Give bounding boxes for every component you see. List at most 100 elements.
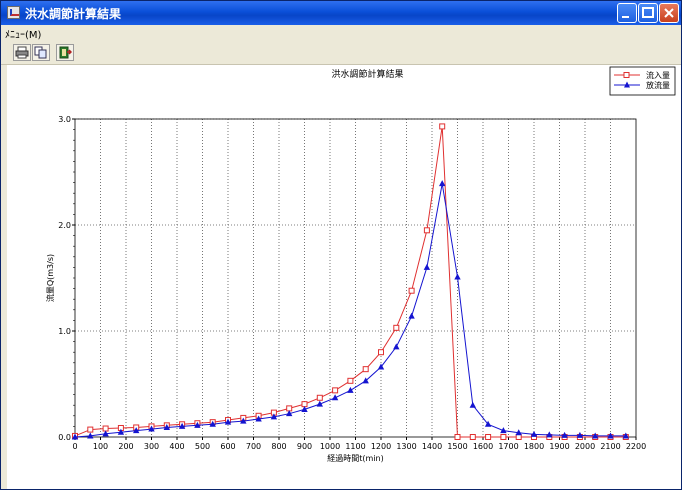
outflow-point (561, 431, 568, 438)
plot-frame (74, 118, 637, 438)
maximize-icon (642, 7, 654, 18)
outflow-point (301, 405, 308, 412)
outflow-point (148, 425, 155, 432)
x-tick-label: 2200 (626, 442, 646, 451)
inflow-point (362, 366, 369, 373)
y-tick-label: 0.0 (58, 433, 71, 442)
series-line-2 (74, 183, 626, 438)
x-tick-label: 2000 (575, 442, 595, 451)
outflow-point (484, 420, 492, 427)
menu-item-menu[interactable]: ﾒﾆｭｰ(M) (5, 30, 42, 41)
outflow-point (71, 433, 79, 440)
outflow-point (240, 417, 247, 424)
outflow-point (331, 394, 339, 401)
toolbar (1, 42, 681, 65)
chart-svg: 洪水調節計算結果 0 100 200 300 400 500 600 700 800 900 1000… (45, 66, 676, 463)
x-tick-label: 1300 (396, 442, 416, 451)
x-tick-label: 1800 (524, 442, 544, 451)
inflow-point (485, 434, 492, 440)
legend-box (609, 66, 676, 96)
outflow-point (469, 401, 476, 408)
outflow-point (515, 429, 522, 436)
outflow-point (454, 273, 461, 280)
outflow-point (546, 431, 553, 438)
outflow-point (362, 377, 369, 384)
inflow-point (332, 387, 339, 394)
outflow-point (576, 431, 584, 438)
x-tick-label: 0 (72, 442, 77, 451)
app-chart-icon[interactable] (7, 6, 20, 19)
chart-title: 洪水調節計算結果 (331, 68, 403, 80)
inflow-point (378, 349, 384, 356)
outflow-point (377, 363, 385, 370)
outflow-point (117, 428, 125, 435)
minimize-button[interactable] (617, 3, 637, 23)
x-axis-label: 経過時間t(min) (327, 453, 383, 463)
inflow-point (423, 227, 430, 234)
x-tick-label: 600 (220, 442, 235, 451)
x-tick-label: 1000 (320, 442, 340, 451)
window-title: 洪水調節計算結果 (25, 7, 122, 21)
outflow-point (133, 427, 140, 434)
inflow-point (393, 324, 400, 331)
inflow-point (439, 123, 446, 130)
legend-label-1: 流入量 (646, 70, 670, 80)
inflow-point (286, 405, 293, 412)
outflow-point (439, 180, 446, 187)
inflow-point (316, 394, 323, 401)
inflow-point (500, 434, 507, 440)
title-bar[interactable]: 洪水調節計算結果 (1, 1, 681, 25)
x-tick-label: 400 (169, 442, 184, 451)
x-tick-label: 200 (118, 442, 133, 451)
legend-marker-outflow (624, 81, 630, 88)
outflow-point (607, 432, 614, 439)
printer-icon (15, 46, 29, 59)
x-tick-label: 1900 (549, 442, 569, 451)
outflow-point (347, 386, 354, 393)
menu-bar: ﾒﾆｭｰ(M) (1, 25, 681, 41)
x-tick-label: 1100 (345, 442, 365, 451)
y-tick-label: 3.0 (58, 115, 71, 124)
outflow-point (209, 420, 216, 427)
x-tick-label: 1400 (422, 442, 442, 451)
outflow-point (622, 432, 629, 439)
outflow-point (87, 432, 94, 439)
close-icon (664, 8, 674, 18)
outflow-point (270, 413, 278, 420)
x-tick-label: 1500 (447, 442, 467, 451)
maximize-button[interactable] (638, 3, 658, 23)
x-tick-label: 1700 (498, 442, 518, 451)
outflow-point (393, 343, 400, 350)
x-tick-label: 800 (271, 442, 286, 451)
outflow-point (500, 427, 507, 434)
outflow-point (178, 422, 186, 429)
inflow-point (454, 434, 461, 440)
legend-marker-inflow (623, 72, 630, 78)
x-tick-label: 1600 (473, 442, 493, 451)
x-tick-label: 500 (195, 442, 210, 451)
outflow-point (316, 400, 323, 407)
minimize-icon (622, 16, 629, 18)
outflow-point (423, 263, 431, 270)
outflow-point (194, 421, 201, 428)
copy-icon (34, 46, 47, 59)
x-tick-label: 2100 (600, 442, 620, 451)
inflow-point (469, 434, 476, 440)
outflow-point (224, 418, 232, 425)
exit-button[interactable] (56, 44, 74, 61)
y-tick-label: 2.0 (58, 221, 71, 230)
close-button[interactable] (659, 3, 679, 23)
outflow-point (102, 430, 109, 437)
inflow-point (347, 377, 354, 384)
chart-area: 洪水調節計算結果 0 100 200 300 400 500 600 700 800 900 1000… (7, 65, 681, 489)
outflow-point (408, 312, 415, 319)
copy-button[interactable] (32, 44, 50, 61)
y-axis-label: 流量Q(m3/s) (45, 254, 55, 302)
print-button[interactable] (13, 44, 31, 61)
x-tick-label: 300 (144, 442, 159, 451)
outflow-point (163, 423, 170, 430)
y-tick-label: 1.0 (58, 327, 71, 336)
outflow-point (592, 432, 599, 439)
x-tick-label: 100 (93, 442, 108, 451)
